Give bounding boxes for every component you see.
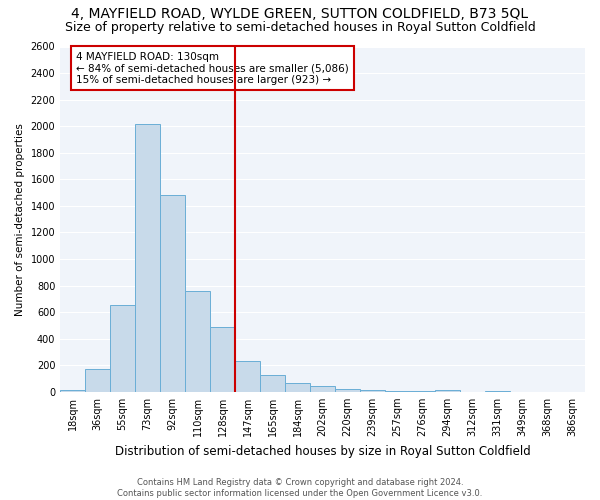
Bar: [335, 389, 360, 392]
Bar: [360, 390, 385, 392]
Bar: [310, 386, 335, 392]
Bar: [410, 391, 435, 392]
Bar: [60, 390, 85, 392]
Bar: [235, 360, 260, 392]
Text: 4 MAYFIELD ROAD: 130sqm
← 84% of semi-detached houses are smaller (5,086)
15% of: 4 MAYFIELD ROAD: 130sqm ← 84% of semi-de…: [76, 52, 349, 85]
Bar: [435, 390, 460, 392]
Text: Contains HM Land Registry data © Crown copyright and database right 2024.
Contai: Contains HM Land Registry data © Crown c…: [118, 478, 482, 498]
Bar: [285, 382, 310, 392]
Bar: [185, 291, 210, 392]
Text: Size of property relative to semi-detached houses in Royal Sutton Coldfield: Size of property relative to semi-detach…: [65, 21, 535, 34]
Bar: [385, 391, 410, 392]
X-axis label: Distribution of semi-detached houses by size in Royal Sutton Coldfield: Distribution of semi-detached houses by …: [115, 444, 530, 458]
Text: 4, MAYFIELD ROAD, WYLDE GREEN, SUTTON COLDFIELD, B73 5QL: 4, MAYFIELD ROAD, WYLDE GREEN, SUTTON CO…: [71, 8, 529, 22]
Bar: [85, 368, 110, 392]
Bar: [210, 326, 235, 392]
Bar: [110, 306, 135, 392]
Bar: [260, 374, 285, 392]
Bar: [160, 195, 185, 392]
Bar: [135, 124, 160, 392]
Bar: [485, 391, 510, 392]
Y-axis label: Number of semi-detached properties: Number of semi-detached properties: [15, 122, 25, 316]
